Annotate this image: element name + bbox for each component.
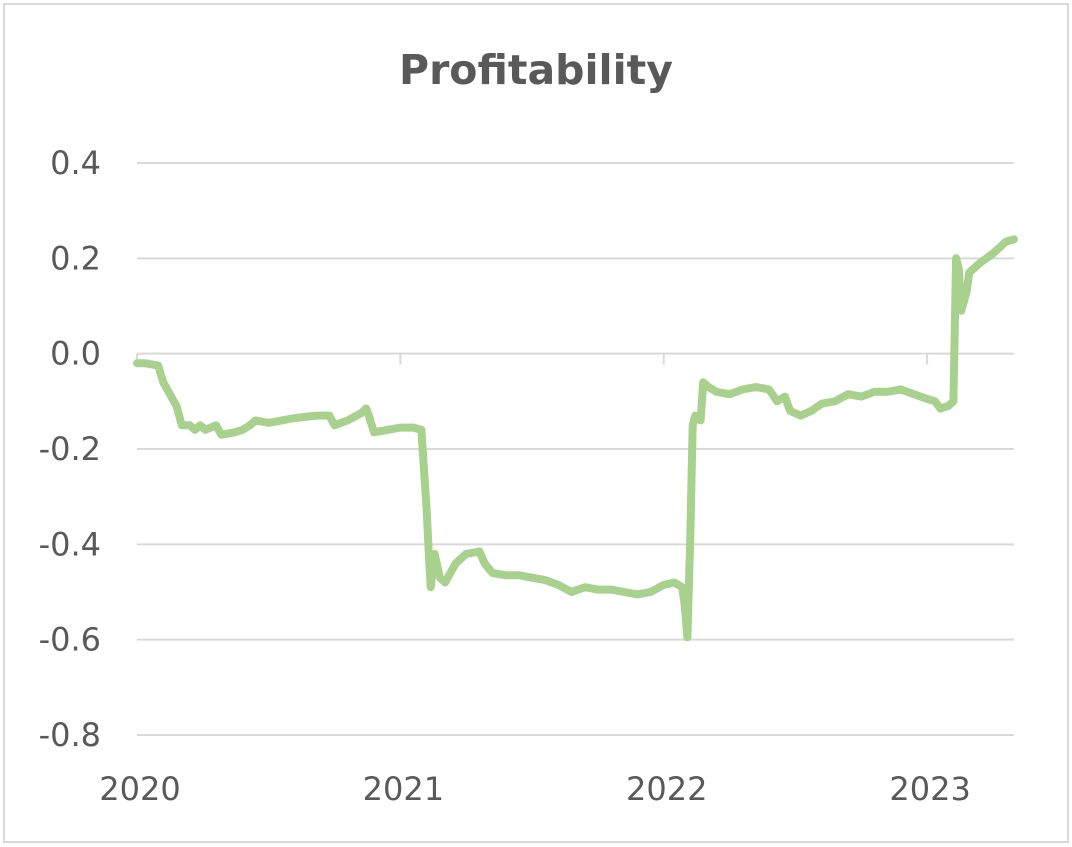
y-axis-labels: 0.4 0.2 0.0 -0.2 -0.4 -0.6 -0.8	[39, 144, 101, 754]
gridlines	[137, 162, 1014, 736]
y-tick-label: 0.0	[50, 335, 101, 373]
series-group	[133, 235, 1018, 642]
y-tick-label: -0.8	[39, 716, 101, 754]
y-tick-label: 0.4	[50, 144, 101, 182]
x-tick-label: 2023	[889, 770, 970, 808]
x-axis-tick-marks	[136, 353, 929, 365]
y-tick-label: -0.4	[39, 525, 101, 563]
x-tick-label: 2021	[363, 770, 444, 808]
x-tick-label: 2022	[626, 770, 707, 808]
x-tick-label: 2020	[99, 770, 180, 808]
y-tick-label: -0.2	[39, 430, 101, 468]
y-tick-label: 0.2	[50, 239, 101, 277]
x-axis-labels: 2020 2021 2022 2023	[99, 770, 971, 808]
y-tick-label: -0.6	[39, 621, 101, 659]
chart-title: Profitability	[399, 46, 673, 94]
series-line	[133, 235, 1018, 642]
